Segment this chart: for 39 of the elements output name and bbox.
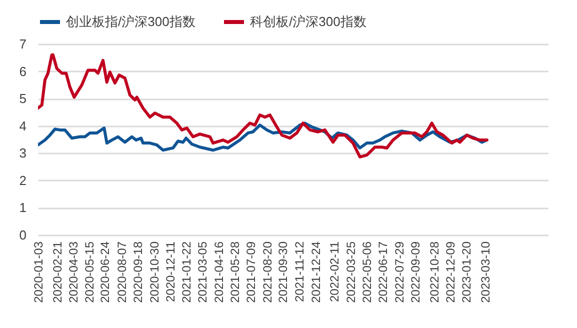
y-tick-label: 0 [19,228,26,242]
x-tick-label: 2022-05-06 [360,241,374,303]
x-tick-label: 2022-07-29 [392,241,406,303]
x-tick-label: 2020-06-24 [98,241,112,303]
x-tick-label: 2022-02-11 [328,241,342,302]
x-tick-label: 2020-01-03 [32,241,46,303]
y-tick-label: 5 [19,91,26,106]
x-tick-label: 2021-12-24 [308,241,323,303]
x-tick-label: 2020-08-07 [114,241,129,303]
x-tick-label: 2021-01-22 [180,241,194,303]
x-tick-label: 2022-06-17 [376,241,390,303]
line-series [38,53,488,158]
x-tick-label: 2021-04-16 [212,241,226,303]
y-tick-label: 3 [19,146,26,161]
y-tick-label: 4 [19,118,26,134]
x-tick-label: 2022-12-09 [443,241,458,303]
legend-label: 创业板指/沪深300指数 [66,14,196,29]
x-tick-label: 2022-09-09 [408,241,422,303]
x-tick-label: 2021-05-28 [228,241,242,303]
y-tick-label: 1 [19,200,26,216]
x-tick-label: 2021-11-12 [292,241,307,302]
x-tick-label: 2022-03-25 [344,241,358,303]
x-tick-label: 2020-09-18 [131,241,146,303]
x-tick-label: 2021-07-09 [244,241,258,303]
y-tick-label: 6 [19,64,26,79]
legend-label: 科创板/沪深300指数 [250,14,366,29]
x-tick-label: 2022-10-28 [427,241,442,303]
x-tick-label: 2020-10-30 [147,241,162,303]
y-tick-label: 7 [19,36,26,52]
x-tick-label: 2021-09-30 [276,241,290,303]
x-tick-label: 2020-12-11 [163,241,178,302]
x-tick-label: 2021-03-05 [196,241,210,303]
x-tick-label: 2020-02-21 [50,241,64,303]
x-tick-label: 2021-08-20 [260,241,274,303]
x-tick-label: 2020-05-15 [82,241,97,303]
y-tick-label: 2 [19,172,26,188]
x-tick-label: 2023-03-10 [478,241,492,303]
x-tick-label: 2023-01-20 [460,241,474,303]
x-tick-label: 2020-04-03 [66,241,80,303]
